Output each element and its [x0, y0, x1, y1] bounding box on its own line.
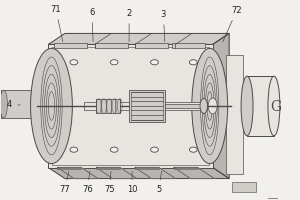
Circle shape — [110, 60, 118, 65]
Text: 72: 72 — [223, 6, 242, 42]
Circle shape — [110, 147, 118, 152]
Text: 6: 6 — [89, 8, 94, 42]
Text: 71: 71 — [51, 5, 63, 42]
Bar — [226, 55, 243, 174]
Ellipse shape — [268, 76, 280, 136]
Text: 3: 3 — [161, 10, 166, 42]
Bar — [49, 44, 213, 168]
Text: 5: 5 — [156, 171, 162, 194]
Text: 75: 75 — [104, 171, 115, 194]
Bar — [174, 168, 198, 169]
Bar — [135, 43, 168, 48]
Bar — [131, 92, 163, 120]
Text: 10: 10 — [127, 171, 137, 194]
Bar — [135, 168, 159, 169]
Text: 4: 4 — [7, 100, 12, 109]
Text: 2: 2 — [127, 9, 132, 42]
Text: 76: 76 — [82, 171, 93, 194]
Polygon shape — [57, 168, 98, 178]
Bar — [268, 198, 277, 200]
Ellipse shape — [48, 90, 55, 118]
Polygon shape — [213, 33, 229, 178]
Bar — [95, 43, 128, 48]
Ellipse shape — [241, 76, 253, 136]
Bar — [1, 90, 52, 118]
Bar — [84, 102, 207, 110]
Polygon shape — [96, 168, 136, 178]
Circle shape — [151, 147, 158, 152]
Circle shape — [151, 60, 158, 65]
Bar — [247, 76, 274, 136]
Bar — [96, 99, 120, 113]
Bar — [172, 43, 205, 48]
Polygon shape — [49, 168, 229, 178]
Text: 77: 77 — [59, 171, 70, 194]
Ellipse shape — [31, 48, 72, 164]
Ellipse shape — [0, 90, 8, 118]
Ellipse shape — [192, 48, 228, 164]
Bar — [57, 168, 81, 169]
Polygon shape — [174, 168, 214, 178]
Circle shape — [189, 60, 197, 65]
Bar — [96, 168, 120, 169]
Polygon shape — [135, 168, 176, 178]
Ellipse shape — [208, 98, 217, 114]
Circle shape — [70, 147, 78, 152]
Bar — [52, 47, 209, 165]
Bar — [232, 182, 256, 192]
Bar — [129, 90, 165, 122]
Circle shape — [70, 60, 78, 65]
Polygon shape — [49, 33, 229, 44]
Text: G: G — [270, 100, 281, 114]
Circle shape — [189, 147, 197, 152]
Bar — [165, 104, 201, 108]
Ellipse shape — [200, 99, 208, 113]
Bar — [54, 43, 87, 48]
